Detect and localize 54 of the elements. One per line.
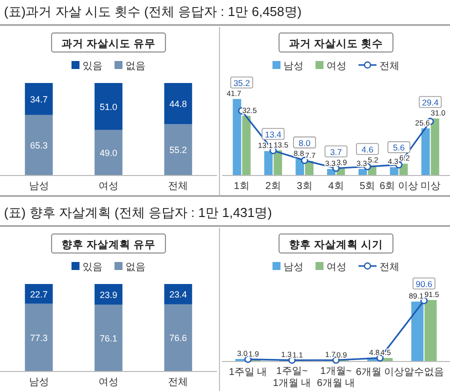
x-tick-label: 4회 xyxy=(328,181,344,192)
x-tick-label: 남성 xyxy=(28,377,49,388)
data-label: 8.0 xyxy=(298,138,311,148)
legend-label: 없음 xyxy=(126,262,146,273)
x-tick-label: 여성 xyxy=(98,181,118,192)
data-label: 55.2 xyxy=(169,145,187,156)
x-tick-label: 1회 xyxy=(234,181,250,192)
x-tick-label: 여성 xyxy=(98,377,118,388)
x-tick-label: 1주일~1개월 내 xyxy=(272,366,312,389)
chart-title: 과거 자살시도 유무 xyxy=(62,38,156,50)
legend-label: 있음 xyxy=(82,61,102,72)
data-label: 44.8 xyxy=(169,99,187,110)
data-label: 5.6 xyxy=(392,142,406,153)
x-tick-label: 1개월~6개월 내 xyxy=(316,366,356,389)
legend-label: 전체 xyxy=(380,262,400,273)
x-tick-label: 6개월 이상 xyxy=(356,367,404,378)
x-tick-label: 알수없음 xyxy=(404,367,444,378)
x-tick-label: 미상 xyxy=(420,181,440,192)
data-label: 77.3 xyxy=(30,332,48,343)
x-tick-label: 5회 xyxy=(360,181,376,192)
data-label: 65.3 xyxy=(30,140,48,150)
data-label: 90.6 xyxy=(416,279,433,289)
data-label: 76.6 xyxy=(169,333,187,344)
chart-title: 과거 자살시도 횟수 xyxy=(289,38,383,50)
chart-title: 향후 자살계획 유무 xyxy=(62,239,156,251)
data-label: 49.0 xyxy=(100,148,118,158)
text: (표)과거 자살 시도 횟수 (전체 응답자 : 1만 6,458명) xyxy=(3,3,303,21)
data-label: 4.6 xyxy=(362,144,374,155)
legend-label: 여성 xyxy=(326,61,346,72)
x-tick-label: 전체 xyxy=(168,181,188,192)
legend-label: 없음 xyxy=(126,61,146,72)
chart-title: 향후 자살계획 시기 xyxy=(289,239,383,251)
x-tick-label: 6회 이상 xyxy=(380,181,418,192)
data-label: 29.4 xyxy=(422,98,439,108)
data-label: 22.7 xyxy=(30,289,48,300)
data-label: 34.7 xyxy=(30,94,48,104)
data-label: 23.4 xyxy=(169,290,187,300)
x-tick-label: 1주일 내 xyxy=(228,367,268,378)
x-tick-label: 전체 xyxy=(168,377,188,388)
legend-label: 남성 xyxy=(284,61,304,72)
legend-label: 남성 xyxy=(284,262,304,273)
legend-label: 전체 xyxy=(380,61,400,72)
legend-label: 여성 xyxy=(326,262,346,273)
data-label: 35.2 xyxy=(233,78,250,88)
data-label: 3.7 xyxy=(330,146,342,157)
data-label: 76.1 xyxy=(100,333,118,344)
text: (표) 향후 자살계획 (전체 응답자 : 1만 1,431명) xyxy=(3,204,273,222)
legend-label: 있음 xyxy=(82,262,102,273)
x-tick-label: 남성 xyxy=(28,181,49,192)
data-label: 13.4 xyxy=(264,129,282,140)
x-tick-label: 2회 xyxy=(265,181,281,192)
x-tick-label: 3회 xyxy=(296,181,312,192)
data-label: 23.9 xyxy=(100,290,118,300)
data-label: 51.0 xyxy=(100,102,118,112)
